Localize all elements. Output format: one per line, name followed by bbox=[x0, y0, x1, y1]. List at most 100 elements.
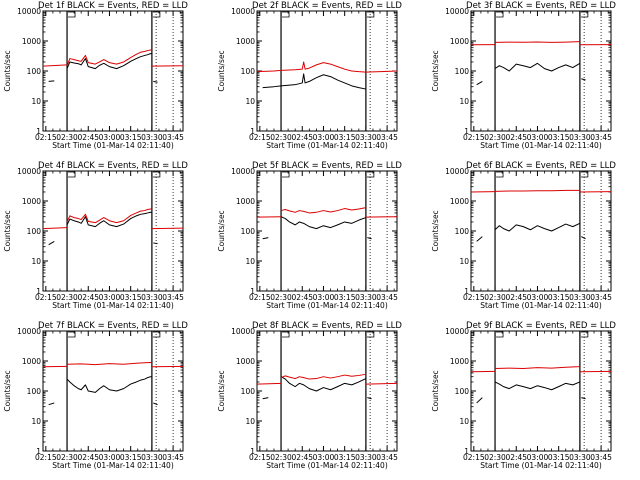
panel-title: Det 1f BLACK = Events, RED = LLD bbox=[38, 1, 188, 11]
y-tick-label: 1000 bbox=[450, 357, 469, 366]
x-axis-label: Start Time (01-Mar-14 02:11:40) bbox=[480, 461, 602, 470]
events-rate-line bbox=[262, 237, 269, 240]
x-tick-label: 02:45 bbox=[505, 133, 527, 142]
x-tick-label: 03:00 bbox=[313, 453, 335, 462]
lld-rate-line bbox=[43, 227, 68, 230]
x-tick-label: 03:30 bbox=[569, 293, 591, 302]
series-group bbox=[43, 49, 183, 83]
lld-rate-line bbox=[257, 61, 397, 73]
x-tick-label: 02:15 bbox=[463, 133, 485, 142]
x-tick-label: 02:30 bbox=[270, 133, 292, 142]
y-tick-label: 10 bbox=[459, 417, 469, 426]
y-axis-label: Counts/sec bbox=[431, 50, 440, 91]
x-axis-label: Start Time (01-Mar-14 02:11:40) bbox=[52, 141, 174, 150]
x-tick-label: 02:15 bbox=[249, 293, 271, 302]
x-tick-label: 03:30 bbox=[355, 453, 377, 462]
x-tick-label: 03:00 bbox=[99, 133, 121, 142]
y-tick-label: 10000 bbox=[445, 7, 469, 16]
x-tick-label: 03:45 bbox=[590, 453, 612, 462]
y-tick-label: 100 bbox=[27, 387, 42, 396]
interval-marker-flag bbox=[282, 11, 290, 18]
y-tick-label: 100 bbox=[455, 387, 470, 396]
x-tick-label: 03:30 bbox=[141, 133, 163, 142]
y-tick-label: 10 bbox=[31, 97, 41, 106]
y-tick-label: 10000 bbox=[17, 7, 41, 16]
x-tick-label: 03:45 bbox=[376, 133, 398, 142]
x-tick-label: 02:45 bbox=[77, 133, 99, 142]
x-tick-label: 02:30 bbox=[270, 453, 292, 462]
events-rate-line bbox=[66, 53, 152, 70]
y-axis-label: Counts/sec bbox=[217, 210, 226, 251]
lld-rate-line bbox=[67, 361, 152, 366]
x-tick-label: 02:15 bbox=[249, 133, 271, 142]
events-rate-line bbox=[66, 211, 152, 228]
plot-frame bbox=[256, 170, 398, 292]
x-axis-label: Start Time (01-Mar-14 02:11:40) bbox=[266, 141, 388, 150]
plot-frame bbox=[42, 10, 184, 132]
lld-rate-line bbox=[495, 366, 580, 370]
series-group bbox=[257, 207, 397, 240]
x-tick-label: 02:15 bbox=[463, 453, 485, 462]
events-rate-line bbox=[48, 402, 55, 406]
y-tick-label: 100 bbox=[27, 67, 42, 76]
y-tick-label: 10000 bbox=[445, 167, 469, 176]
y-tick-label: 1 bbox=[464, 287, 469, 296]
events-rate-line bbox=[581, 397, 586, 400]
x-tick-label: 02:45 bbox=[291, 293, 313, 302]
y-tick-label: 1000 bbox=[450, 197, 469, 206]
lld-rate-line bbox=[495, 41, 580, 43]
x-tick-label: 03:30 bbox=[141, 293, 163, 302]
x-tick-label: 03:45 bbox=[162, 453, 184, 462]
x-tick-label: 02:45 bbox=[291, 133, 313, 142]
y-tick-label: 100 bbox=[455, 227, 470, 236]
x-tick-label: 02:45 bbox=[505, 453, 527, 462]
y-tick-label: 1000 bbox=[450, 37, 469, 46]
x-tick-label: 03:00 bbox=[99, 293, 121, 302]
y-tick-label: 1 bbox=[464, 127, 469, 136]
x-tick-label: 03:00 bbox=[99, 453, 121, 462]
y-tick-label: 10 bbox=[31, 417, 41, 426]
y-tick-label: 10000 bbox=[231, 167, 255, 176]
x-axis-label: Start Time (01-Mar-14 02:11:40) bbox=[52, 301, 174, 310]
x-tick-label: 02:45 bbox=[77, 293, 99, 302]
series-group bbox=[471, 189, 611, 242]
events-rate-line bbox=[367, 237, 372, 240]
x-tick-label: 03:45 bbox=[376, 293, 398, 302]
x-tick-label: 02:15 bbox=[35, 293, 57, 302]
y-axis-label: Counts/sec bbox=[3, 370, 12, 411]
y-tick-label: 1 bbox=[250, 447, 255, 456]
x-tick-label: 03:00 bbox=[527, 133, 549, 142]
x-tick-label: 03:15 bbox=[334, 453, 356, 462]
x-axis-label: Start Time (01-Mar-14 02:11:40) bbox=[266, 461, 388, 470]
y-tick-label: 10000 bbox=[231, 7, 255, 16]
x-tick-label: 03:15 bbox=[548, 453, 570, 462]
events-rate-line bbox=[66, 376, 152, 393]
events-rate-line bbox=[280, 216, 367, 230]
events-rate-line bbox=[494, 62, 581, 72]
x-tick-label: 02:45 bbox=[505, 293, 527, 302]
interval-marker-flag bbox=[496, 11, 504, 18]
x-tick-label: 03:15 bbox=[548, 133, 570, 142]
panel-8: Det 8f BLACK = Events, RED = LLD 1 10 100 10… bbox=[217, 321, 402, 470]
events-rate-line bbox=[476, 80, 483, 86]
events-rate-line bbox=[476, 236, 483, 242]
events-rate-line bbox=[153, 80, 158, 83]
x-tick-label: 03:45 bbox=[162, 133, 184, 142]
x-tick-label: 03:15 bbox=[334, 133, 356, 142]
x-tick-label: 02:30 bbox=[270, 293, 292, 302]
y-tick-label: 1 bbox=[464, 447, 469, 456]
panel-title: Det 6f BLACK = Events, RED = LLD bbox=[466, 161, 616, 171]
series-group bbox=[43, 208, 183, 246]
y-tick-label: 10000 bbox=[231, 327, 255, 336]
x-tick-label: 02:15 bbox=[35, 133, 57, 142]
lld-rate-line bbox=[280, 207, 366, 214]
x-tick-label: 03:45 bbox=[376, 453, 398, 462]
panel-title: Det 9f BLACK = Events, RED = LLD bbox=[466, 321, 616, 331]
plot-frame bbox=[42, 170, 184, 292]
events-rate-line bbox=[581, 236, 586, 240]
x-axis-label: Start Time (01-Mar-14 02:11:40) bbox=[480, 301, 602, 310]
events-rate-line bbox=[153, 402, 158, 406]
x-axis-label: Start Time (01-Mar-14 02:11:40) bbox=[52, 461, 174, 470]
plot-frame bbox=[256, 330, 398, 452]
